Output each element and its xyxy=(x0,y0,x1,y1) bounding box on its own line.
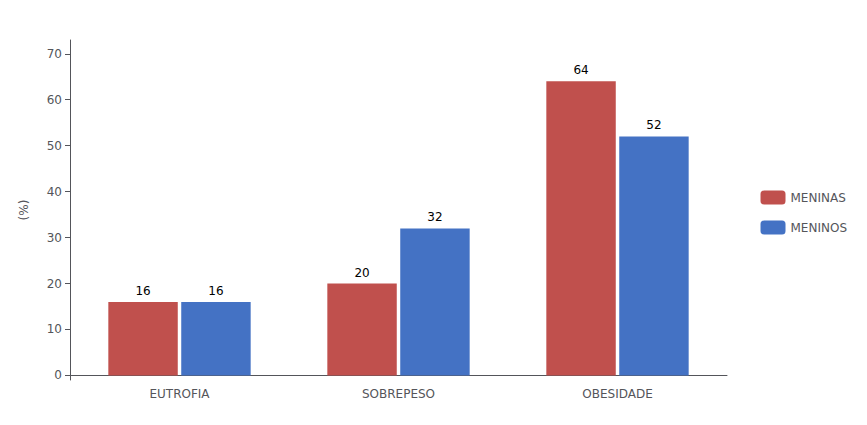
svg-text:(%): (%) xyxy=(17,200,31,221)
svg-text:40: 40 xyxy=(47,185,62,199)
svg-text:60: 60 xyxy=(47,93,62,107)
svg-text:SOBREPESO: SOBREPESO xyxy=(362,387,435,401)
svg-text:30: 30 xyxy=(47,231,62,245)
svg-text:32: 32 xyxy=(427,210,442,224)
svg-text:70: 70 xyxy=(47,47,62,61)
svg-text:20: 20 xyxy=(354,266,369,280)
svg-text:52: 52 xyxy=(646,118,661,132)
svg-text:16: 16 xyxy=(135,284,150,298)
svg-text:10: 10 xyxy=(47,322,62,336)
svg-text:20: 20 xyxy=(47,277,62,291)
svg-text:OBESIDADE: OBESIDADE xyxy=(582,387,652,401)
svg-text:EUTROFIA: EUTROFIA xyxy=(149,387,210,401)
svg-text:0: 0 xyxy=(54,368,62,382)
svg-text:64: 64 xyxy=(573,63,588,77)
svg-text:16: 16 xyxy=(208,284,223,298)
svg-text:MENINOS: MENINOS xyxy=(791,221,848,235)
svg-text:MENINAS: MENINAS xyxy=(791,191,846,205)
svg-text:50: 50 xyxy=(47,139,62,153)
